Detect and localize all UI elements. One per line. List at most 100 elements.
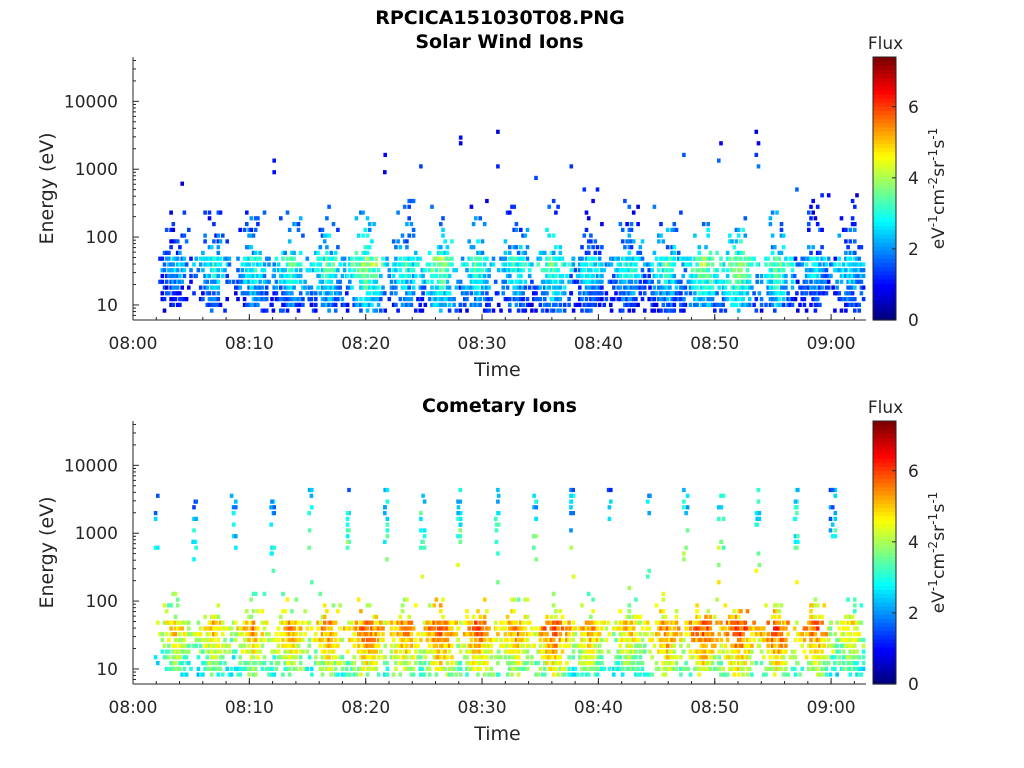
heatmap-cell (402, 661, 407, 666)
heatmap-cell (249, 233, 254, 238)
heatmap-cell (178, 291, 182, 296)
heatmap-cell (625, 626, 629, 631)
heatmap-cell (831, 285, 835, 290)
heatmap-cell (674, 609, 679, 614)
heatmap-cell (516, 661, 521, 666)
heatmap-cell (493, 279, 498, 284)
heatmap-cell (859, 603, 864, 608)
x-tick-label: 09:00 (807, 334, 856, 354)
heatmap-cell (251, 643, 256, 648)
heatmap-cell (800, 285, 804, 290)
colorbar-segment (873, 295, 896, 301)
heatmap-cell (365, 250, 370, 255)
heatmap-cell (784, 285, 788, 290)
heatmap-cell (736, 291, 741, 296)
heatmap-cell (545, 268, 549, 273)
heatmap-cell (690, 637, 695, 643)
heatmap-cell (527, 620, 532, 625)
heatmap-cell (545, 256, 549, 261)
heatmap-cell (361, 262, 365, 267)
heatmap-cell (290, 250, 294, 255)
heatmap-cell (432, 262, 436, 267)
heatmap-cell (405, 279, 409, 284)
heatmap-cell (420, 632, 425, 637)
heatmap-cell (695, 661, 699, 666)
heatmap-cell (586, 655, 591, 660)
heatmap-cell (634, 655, 638, 660)
heatmap-cell (629, 273, 634, 279)
heatmap-cell (672, 273, 677, 279)
heatmap-cell (267, 262, 271, 267)
heatmap-cell (826, 637, 831, 643)
heatmap-cell (779, 632, 784, 637)
heatmap-cell (755, 632, 759, 637)
heatmap-cell (214, 256, 218, 261)
heatmap-cell (607, 516, 612, 521)
heatmap-cell (668, 256, 672, 261)
heatmap-cell (272, 273, 276, 279)
heatmap-cell (214, 614, 218, 619)
heatmap-cell (251, 233, 256, 238)
heatmap-cell (356, 597, 361, 602)
heatmap-cell (853, 256, 857, 261)
heatmap-cell (367, 256, 372, 261)
heatmap-cell (597, 643, 602, 648)
heatmap-cell (389, 285, 394, 290)
heatmap-cell (704, 262, 708, 267)
heatmap-cell (730, 268, 734, 273)
heatmap-cell (657, 620, 661, 625)
heatmap-cell (476, 262, 480, 267)
heatmap-cell (659, 291, 663, 296)
heatmap-cell (589, 273, 593, 279)
heatmap-cell (562, 285, 567, 290)
heatmap-cell (525, 614, 530, 619)
heatmap-cell (652, 285, 657, 290)
heatmap-cell (422, 534, 427, 539)
heatmap-cell (359, 672, 363, 677)
heatmap-cell (623, 291, 627, 296)
heatmap-cell (775, 268, 779, 273)
heatmap-cell (439, 637, 443, 643)
heatmap-cell (627, 626, 632, 631)
heatmap-cell (443, 302, 447, 307)
heatmap-cell (739, 279, 743, 284)
heatmap-cell (249, 302, 254, 307)
heatmap-cell (695, 666, 699, 671)
colorbar-segment (873, 421, 896, 426)
heatmap-cell (247, 666, 251, 671)
heatmap-cell (648, 637, 652, 643)
heatmap-cell (595, 273, 600, 279)
heatmap-cell (732, 649, 736, 654)
colorbar-segment (873, 601, 896, 607)
heatmap-cell (549, 649, 554, 654)
heatmap-cell (264, 256, 269, 261)
heatmap-cell (400, 609, 405, 614)
heatmap-cell (296, 308, 301, 313)
heatmap-cell (242, 620, 247, 625)
heatmap (153, 487, 866, 677)
heatmap-cell (294, 597, 299, 602)
heatmap-cell (802, 297, 807, 302)
heatmap-cell (439, 661, 443, 666)
heatmap-cell (708, 661, 713, 666)
heatmap-cell (496, 302, 501, 307)
heatmap-cell (439, 285, 443, 290)
heatmap-cell (650, 672, 654, 677)
colorbar-segment (873, 262, 896, 268)
heatmap-cell (734, 227, 739, 232)
heatmap-cell (320, 672, 325, 677)
heatmap-cell (322, 603, 327, 608)
heatmap-cell (422, 499, 427, 504)
heatmap-cell (775, 279, 779, 284)
colorbar-segment (873, 155, 896, 161)
heatmap-cell (790, 285, 795, 290)
heatmap-cell (704, 614, 708, 619)
heatmap-cell (409, 268, 414, 273)
heatmap-cell (345, 649, 350, 654)
heatmap-cell (580, 273, 584, 279)
heatmap-cell (730, 302, 734, 307)
heatmap-cell (554, 649, 558, 654)
heatmap-cell (784, 273, 788, 279)
heatmap-cell (402, 302, 407, 307)
colorbar-segment (873, 250, 896, 255)
